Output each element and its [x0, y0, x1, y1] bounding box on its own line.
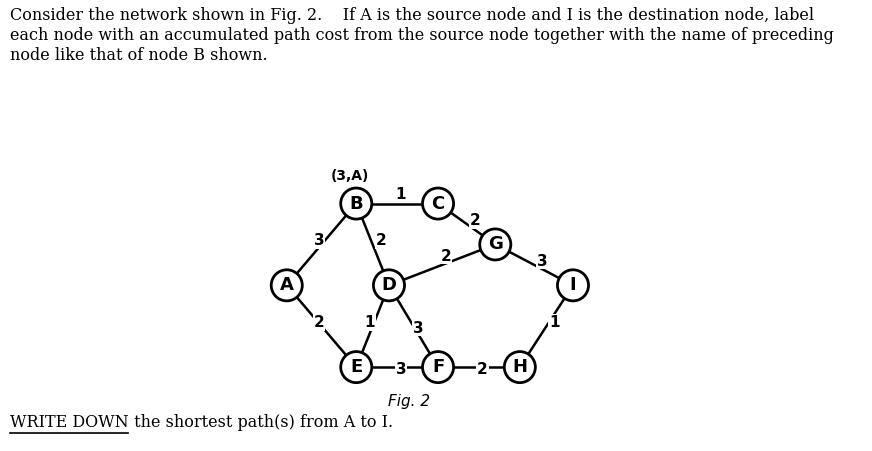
Text: 3: 3	[412, 321, 423, 336]
Text: Consider the network shown in Fig. 2.    If A is the source node and I is the de: Consider the network shown in Fig. 2. If…	[10, 7, 814, 24]
Circle shape	[557, 270, 589, 301]
Circle shape	[271, 270, 303, 301]
Text: 3: 3	[537, 254, 548, 269]
Text: D: D	[381, 276, 397, 295]
Text: F: F	[432, 358, 444, 376]
Text: 1: 1	[549, 315, 560, 330]
Text: WRITE DOWN: WRITE DOWN	[10, 414, 129, 431]
Text: 2: 2	[440, 249, 451, 263]
Text: 2: 2	[469, 213, 480, 228]
Text: 3: 3	[314, 233, 324, 248]
Text: the shortest path(s) from A to I.: the shortest path(s) from A to I.	[129, 414, 393, 431]
Text: 1: 1	[396, 187, 406, 202]
Text: Fig. 2: Fig. 2	[388, 394, 431, 410]
Text: G: G	[487, 235, 503, 253]
Text: each node with an accumulated path cost from the source node together with the n: each node with an accumulated path cost …	[10, 27, 835, 44]
Text: node like that of node B shown.: node like that of node B shown.	[10, 47, 268, 64]
Text: (3,A): (3,A)	[331, 169, 370, 183]
Text: 2: 2	[477, 362, 488, 377]
Text: 2: 2	[314, 315, 324, 330]
Text: C: C	[432, 194, 445, 212]
Circle shape	[504, 352, 535, 382]
Text: E: E	[351, 358, 363, 376]
Circle shape	[423, 188, 453, 219]
Circle shape	[480, 229, 511, 260]
Text: B: B	[350, 194, 363, 212]
Text: 2: 2	[376, 233, 387, 248]
Text: 1: 1	[364, 315, 375, 330]
Text: H: H	[513, 358, 528, 376]
Circle shape	[373, 270, 405, 301]
Circle shape	[341, 188, 371, 219]
Text: I: I	[569, 276, 576, 295]
Text: A: A	[280, 276, 294, 295]
Circle shape	[341, 352, 371, 382]
Circle shape	[423, 352, 453, 382]
Text: 3: 3	[396, 362, 406, 377]
